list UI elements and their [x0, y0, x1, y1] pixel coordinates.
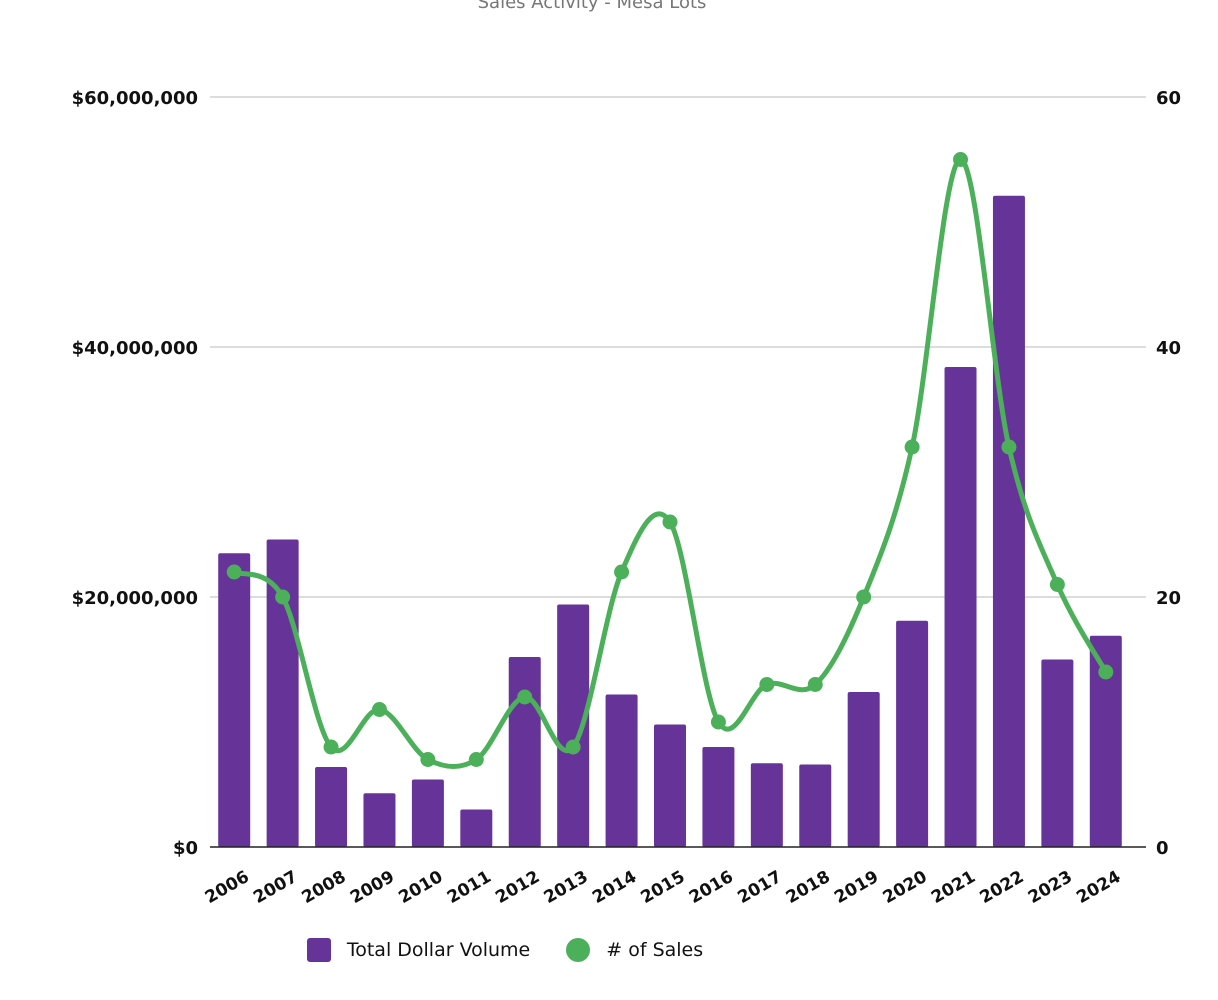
- sales-count-point: [1001, 439, 1017, 455]
- x-tick-label: 2008: [299, 867, 350, 908]
- bar: [799, 764, 832, 847]
- legend-swatch-number-of-sales: [566, 938, 591, 962]
- chart-legend: Total Dollar Volume # of Sales: [0, 938, 1010, 962]
- sales-count-point: [517, 689, 533, 705]
- legend-item-dollar-volume[interactable]: Total Dollar Volume: [306, 938, 531, 962]
- x-tick-label: 2010: [395, 867, 446, 908]
- chart-plot: $0 $20,000,000 $40,000,000 $60,000,000 0 20 40…: [72, 88, 1181, 908]
- sales-count-point: [323, 739, 339, 755]
- sales-count-point: [614, 564, 630, 580]
- sales-count-line: [231, 157, 1109, 770]
- x-tick-label: 2012: [492, 867, 543, 908]
- sales-count-point: [1098, 664, 1114, 680]
- sales-count-point: [904, 439, 920, 455]
- x-tick-label: 2023: [1025, 867, 1076, 908]
- x-tick-label: 2022: [976, 867, 1027, 908]
- bar: [896, 620, 929, 847]
- bar: [411, 779, 444, 847]
- bar: [1089, 635, 1122, 847]
- sales-count-point: [759, 677, 775, 692]
- sales-count-point: [662, 514, 678, 530]
- x-tick-label: 2016: [686, 867, 737, 908]
- y-left-tick-label: $0: [173, 838, 198, 859]
- y-left-tick-label: $20,000,000: [72, 588, 198, 609]
- x-tick-label: 2020: [880, 867, 931, 908]
- bar: [605, 694, 638, 847]
- y-right-tick-label: 0: [1156, 838, 1169, 859]
- x-tick-label: 2014: [589, 867, 640, 908]
- bar: [315, 767, 348, 847]
- bar: [218, 553, 251, 847]
- x-tick-label: 2024: [1073, 867, 1124, 908]
- bar: [847, 692, 880, 847]
- chart-title: Sales Activity - Mesa Lots: [477, 0, 707, 13]
- y-right-tick-label: 20: [1156, 588, 1181, 609]
- bar: [944, 367, 977, 847]
- x-tick-label: 2019: [831, 867, 882, 908]
- bar: [1041, 659, 1074, 847]
- legend-swatch-dollar-volume: [306, 938, 331, 962]
- sales-count-point: [275, 589, 291, 605]
- x-tick-label: 2007: [250, 867, 301, 908]
- y-right-tick-label: 40: [1156, 338, 1181, 359]
- bar: [557, 604, 590, 847]
- x-tick-label: 2021: [928, 867, 979, 908]
- legend-item-number-of-sales[interactable]: # of Sales: [566, 938, 703, 962]
- legend-label-number-of-sales: # of Sales: [606, 939, 704, 961]
- x-tick-label: 2013: [541, 867, 592, 908]
- bar: [363, 793, 396, 847]
- sales-count-point: [807, 677, 823, 692]
- bar: [460, 809, 493, 847]
- sales-count-point: [226, 564, 242, 580]
- bar: [508, 657, 541, 847]
- bar: [750, 763, 783, 847]
- sales-count-point: [710, 714, 726, 730]
- x-tick-label: 2011: [444, 867, 495, 908]
- x-tick-label: 2015: [638, 867, 689, 908]
- x-tick-label: 2009: [347, 867, 398, 908]
- bar: [654, 724, 686, 847]
- bar: [702, 747, 735, 847]
- y-left-tick-label: $60,000,000: [72, 88, 198, 109]
- bar: [992, 195, 1025, 847]
- x-tick-label: 2006: [202, 867, 253, 908]
- y-left-tick-label: $40,000,000: [72, 338, 198, 359]
- legend-label-dollar-volume: Total Dollar Volume: [346, 939, 531, 961]
- x-tick-label: 2017: [734, 867, 785, 908]
- sales-count-point: [1049, 577, 1065, 592]
- sales-count-point: [371, 702, 387, 717]
- x-tick-label: 2018: [783, 867, 834, 908]
- sales-count-point: [468, 752, 484, 767]
- sales-count-point: [856, 589, 872, 605]
- sales-count-point: [420, 752, 436, 767]
- sales-count-point: [953, 152, 969, 167]
- y-right-tick-label: 60: [1156, 88, 1181, 109]
- sales-count-point: [565, 739, 581, 755]
